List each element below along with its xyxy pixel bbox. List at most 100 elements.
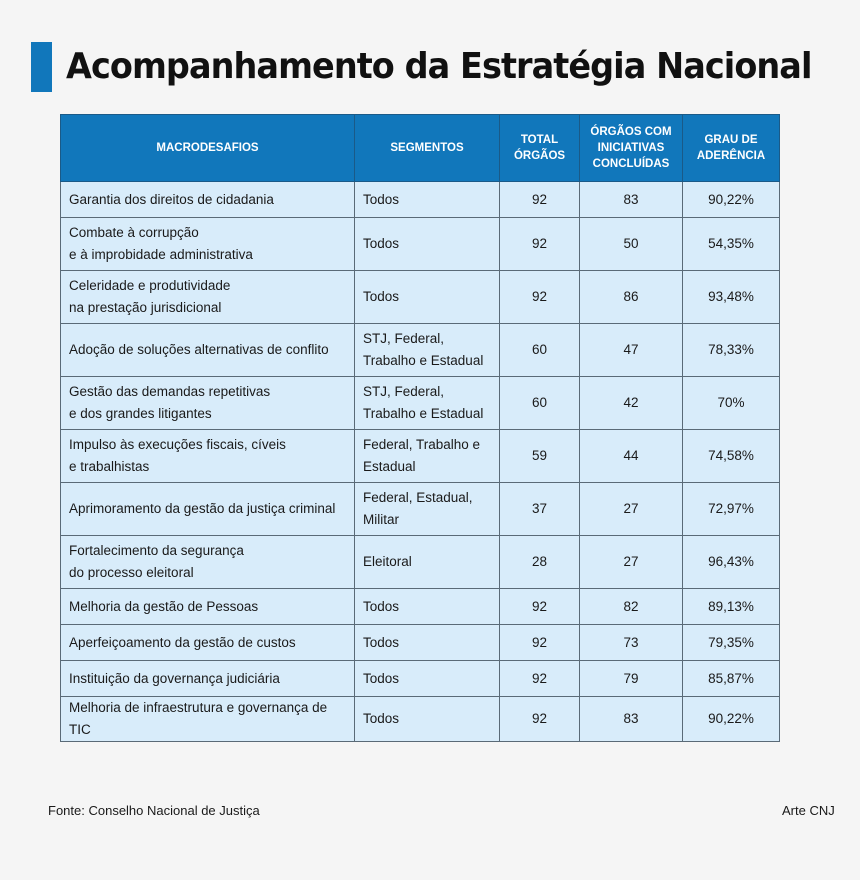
page-title: Acompanhamento da Estratégia Nacional [66,46,812,87]
total-orgaos-cell: 92 [499,217,580,271]
segmento-line: Trabalho e Estadual [363,353,484,368]
macrodesafio-line: Fortalecimento da segurança [69,543,244,558]
table-header-row: MACRODESAFIOS SEGMENTOS TOTAL ÓRGÃOS ÓRG… [60,114,780,182]
segmento-cell: Todos [354,181,500,218]
grau-aderencia-cell: 78,33% [682,323,780,377]
macrodesafio-line: Adoção de soluções alternativas de confl… [69,342,329,357]
macrodesafio-cell: Aprimoramento da gestão da justiça crimi… [60,482,355,536]
title-accent-bar [31,42,52,92]
table-row: Gestão das demandas repetitivas e dos gra… [60,376,780,430]
segmento-line: Trabalho e Estadual [363,406,484,421]
macrodesafio-cell: Melhoria da gestão de Pessoas [60,588,355,625]
header-macrodesafios: MACRODESAFIOS [60,114,355,182]
macrodesafio-line: Combate à corrupção [69,225,199,240]
strategy-table: MACRODESAFIOS SEGMENTOS TOTAL ÓRGÃOS ÓRG… [60,114,780,742]
table-row: Adoção de soluções alternativas de confl… [60,323,780,377]
macrodesafio-cell: Adoção de soluções alternativas de confl… [60,323,355,377]
orgaos-concluidas-cell: 79 [579,660,683,697]
orgaos-concluidas-cell: 73 [579,624,683,661]
table-row: Aprimoramento da gestão da justiça crimi… [60,482,780,536]
total-orgaos-cell: 92 [499,696,580,742]
orgaos-concluidas-cell: 50 [579,217,683,271]
grau-aderencia-cell: 72,97% [682,482,780,536]
macrodesafio-cell: Garantia dos direitos de cidadania [60,181,355,218]
segmento-line: Federal, Trabalho e [363,437,481,452]
macrodesafio-line: Aperfeiçoamento da gestão de custos [69,634,296,650]
orgaos-concluidas-cell: 44 [579,429,683,483]
table-row: Celeridade e produtividade na prestação j… [60,270,780,324]
table-row: Instituição da governança judiciária Todo… [60,660,780,697]
table-row: Fortalecimento da segurança do processo e… [60,535,780,589]
segmento-cell: STJ, Federal, Trabalho e Estadual [354,376,500,430]
macrodesafio-line: Instituição da governança judiciária [69,670,280,686]
macrodesafio-line: e trabalhistas [69,459,150,474]
orgaos-concluidas-cell: 27 [579,482,683,536]
header-segmentos: SEGMENTOS [354,114,500,182]
segmento-line: Estadual [363,459,416,474]
table-row: Impulso às execuções fiscais, cíveis e tr… [60,429,780,483]
segmento-line: Todos [363,289,400,304]
segmento-cell: Todos [354,217,500,271]
grau-aderencia-cell: 74,58% [682,429,780,483]
total-orgaos-cell: 60 [499,376,580,430]
segmento-cell: Todos [354,588,500,625]
segmento-line: STJ, Federal, [363,384,445,399]
total-orgaos-cell: 28 [499,535,580,589]
grau-aderencia-cell: 79,35% [682,624,780,661]
orgaos-concluidas-cell: 82 [579,588,683,625]
macrodesafio-line: Aprimoramento da gestão da justiça crimi… [69,501,336,516]
grau-aderencia-cell: 89,13% [682,588,780,625]
macrodesafio-line: do processo eleitoral [69,565,194,580]
total-orgaos-cell: 92 [499,181,580,218]
grau-aderencia-cell: 93,48% [682,270,780,324]
source-note: Fonte: Conselho Nacional de Justiça [48,803,260,818]
macrodesafio-cell: Impulso às execuções fiscais, cíveis e tr… [60,429,355,483]
orgaos-concluidas-cell: 83 [579,696,683,742]
segmento-line: STJ, Federal, [363,331,445,346]
total-orgaos-cell: 92 [499,624,580,661]
macrodesafio-line: Melhoria da gestão de Pessoas [69,598,259,614]
table-row: Aperfeiçoamento da gestão de custos Todos… [60,624,780,661]
macrodesafio-cell: Combate à corrupção e à improbidade admin… [60,217,355,271]
orgaos-concluidas-cell: 86 [579,270,683,324]
grau-aderencia-cell: 90,22% [682,696,780,742]
grau-aderencia-cell: 85,87% [682,660,780,697]
macrodesafio-cell: Melhoria de infraestrutura e governança … [60,696,355,742]
macrodesafio-line: Impulso às execuções fiscais, cíveis [69,437,286,452]
macrodesafio-line: Melhoria de infraestrutura e governança … [69,700,328,737]
segmento-line: Todos [363,634,400,650]
macrodesafio-cell: Celeridade e produtividade na prestação j… [60,270,355,324]
macrodesafio-line: Celeridade e produtividade [69,278,231,293]
segmento-line: Todos [363,598,400,614]
header-total-orgaos: TOTAL ÓRGÃOS [499,114,580,182]
grau-aderencia-cell: 90,22% [682,181,780,218]
segmento-cell: Federal, Trabalho e Estadual [354,429,500,483]
table-row: Garantia dos direitos de cidadania Todos 9… [60,181,780,218]
segmento-line: Militar [363,512,399,527]
segmento-line: Todos [363,236,400,251]
orgaos-concluidas-cell: 47 [579,323,683,377]
segmento-cell: Eleitoral [354,535,500,589]
segmento-line: Todos [363,670,400,686]
table-row: Combate à corrupção e à improbidade admin… [60,217,780,271]
segmento-line: Eleitoral [363,554,412,569]
total-orgaos-cell: 92 [499,588,580,625]
total-orgaos-cell: 59 [499,429,580,483]
grau-aderencia-cell: 70% [682,376,780,430]
segmento-cell: Todos [354,696,500,742]
segmento-line: Todos [363,191,400,207]
macrodesafio-line: Gestão das demandas repetitivas [69,384,271,399]
segmento-line: Federal, Estadual, [363,490,473,505]
segmento-line: Todos [363,711,400,726]
header-grau-aderencia: GRAU DE ADERÊNCIA [682,114,780,182]
macrodesafio-line: e dos grandes litigantes [69,406,212,421]
orgaos-concluidas-cell: 27 [579,535,683,589]
orgaos-concluidas-cell: 83 [579,181,683,218]
segmento-cell: Todos [354,270,500,324]
macrodesafio-cell: Aperfeiçoamento da gestão de custos [60,624,355,661]
orgaos-concluidas-cell: 42 [579,376,683,430]
grau-aderencia-cell: 54,35% [682,217,780,271]
macrodesafio-cell: Fortalecimento da segurança do processo e… [60,535,355,589]
grau-aderencia-cell: 96,43% [682,535,780,589]
macrodesafio-line: na prestação jurisdicional [69,300,222,315]
